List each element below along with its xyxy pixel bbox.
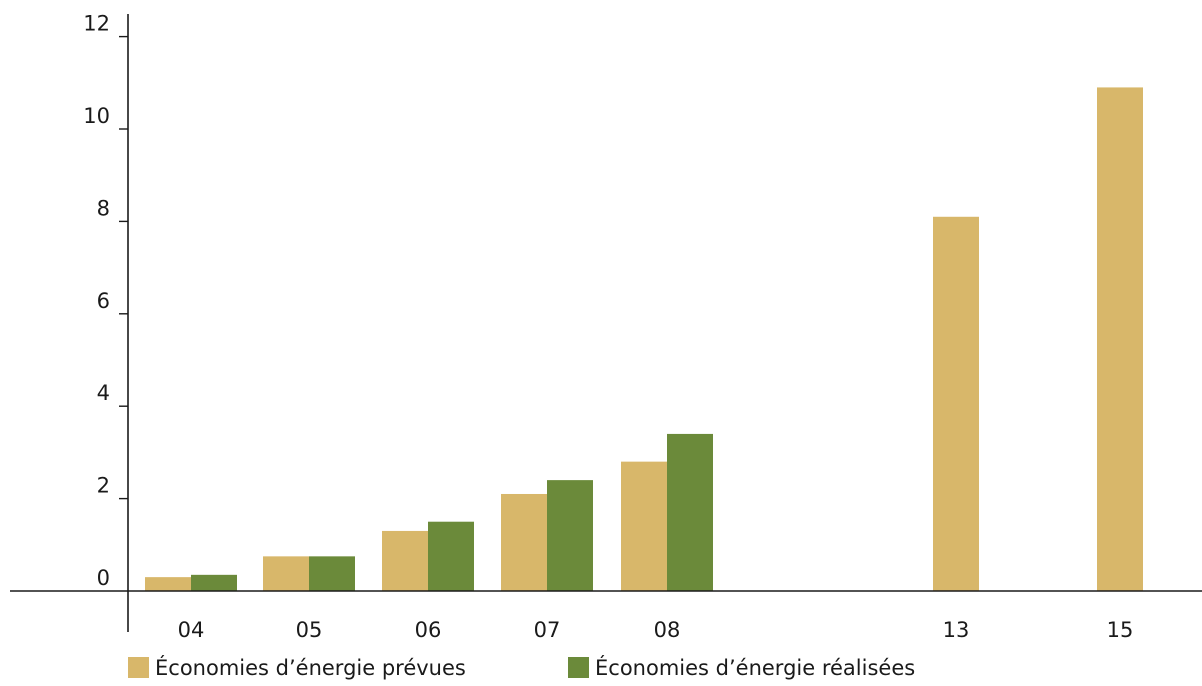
bar-prevues-04 xyxy=(145,577,191,591)
bar-prevues-06 xyxy=(382,530,428,591)
y-tick-label: 6 xyxy=(97,289,110,313)
bar-realisees-08 xyxy=(667,433,713,591)
legend-label: Économies d’énergie prévues xyxy=(155,655,466,680)
bar-prevues-13 xyxy=(933,216,979,591)
legend-swatch xyxy=(568,657,589,678)
y-tick-label: 10 xyxy=(83,104,110,128)
bar-prevues-05 xyxy=(263,556,309,591)
bar-realisees-05 xyxy=(309,556,355,591)
x-tick-label: 05 xyxy=(296,618,323,642)
bar-prevues-15 xyxy=(1097,87,1143,592)
y-tick-label: 8 xyxy=(97,196,110,220)
x-tick-label: 15 xyxy=(1107,618,1134,642)
legend: Économies d’énergie prévues Économies d’é… xyxy=(128,655,915,680)
bars xyxy=(145,87,1143,592)
x-tick-label: 06 xyxy=(415,618,442,642)
y-tick-label: 12 xyxy=(83,12,110,36)
y-axis: 0 2 4 6 8 10 12 xyxy=(83,12,129,632)
legend-label: Économies d’énergie réalisées xyxy=(595,655,915,680)
bar-realisees-04 xyxy=(191,574,237,591)
legend-swatch xyxy=(128,657,149,678)
x-axis: 04 05 06 07 08 13 15 xyxy=(10,590,1202,642)
bar-prevues-07 xyxy=(501,493,547,591)
y-tick-label: 2 xyxy=(97,474,110,498)
x-tick-label: 07 xyxy=(534,618,561,642)
y-tick-label: 0 xyxy=(97,566,110,590)
x-tick-label: 08 xyxy=(654,618,681,642)
bar-realisees-07 xyxy=(547,480,593,591)
bar-realisees-06 xyxy=(428,521,474,591)
x-tick-label: 04 xyxy=(178,618,205,642)
bar-prevues-08 xyxy=(621,461,667,591)
y-tick-label: 4 xyxy=(97,381,110,405)
x-tick-label: 13 xyxy=(943,618,970,642)
